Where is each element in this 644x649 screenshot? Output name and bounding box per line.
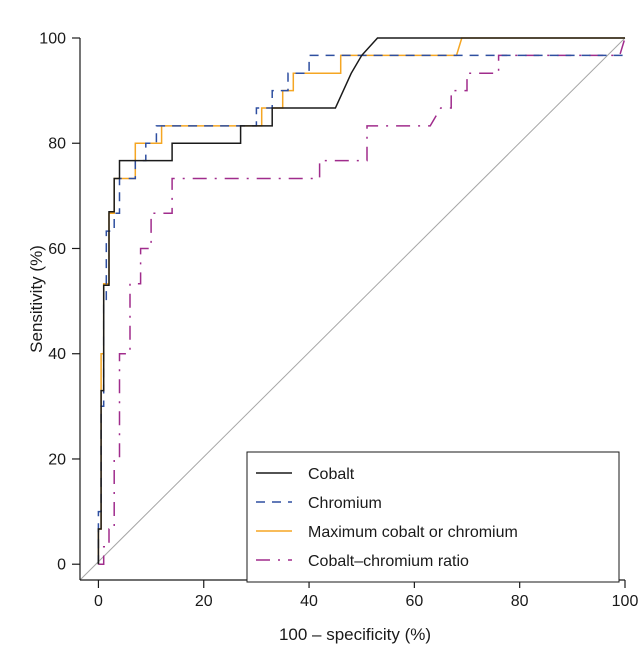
legend-label-2: Chromium xyxy=(308,495,382,512)
x-tick-label: 40 xyxy=(300,593,318,610)
y-axis-title: Sensitivity (%) xyxy=(27,245,46,353)
y-tick-label: 0 xyxy=(57,557,66,574)
series-layer xyxy=(79,37,626,581)
y-tick-label: 40 xyxy=(48,346,66,363)
ticks-layer: 0 20 40 60 80 100 0 20 40 60 80 100 xyxy=(39,31,638,611)
y-tick-label: 80 xyxy=(48,136,66,153)
x-tick-label: 20 xyxy=(195,593,213,610)
x-tick-label: 100 xyxy=(612,593,639,610)
legend-label-4: Cobalt–chromium ratio xyxy=(308,553,469,570)
reference-diagonal-line xyxy=(79,37,626,581)
x-tick-label: 80 xyxy=(511,593,529,610)
x-axis-title: 100 – specificity (%) xyxy=(279,625,431,644)
legend-label-3: Maximum cobalt or chromium xyxy=(308,524,518,541)
legend-items: Cobalt Chromium Maximum cobalt or chromium… xyxy=(256,466,518,570)
legend-box xyxy=(246,451,620,583)
y-tick-label: 60 xyxy=(48,241,66,258)
x-tick-label: 0 xyxy=(94,593,103,610)
legend: Cobalt Chromium Maximum cobalt or chromium… xyxy=(246,451,620,583)
legend-label-1: Cobalt xyxy=(308,466,355,483)
series-line-1 xyxy=(97,37,625,565)
y-tick-label: 20 xyxy=(48,451,66,468)
y-tick-label: 100 xyxy=(39,31,66,48)
x-tick-label: 60 xyxy=(405,593,423,610)
